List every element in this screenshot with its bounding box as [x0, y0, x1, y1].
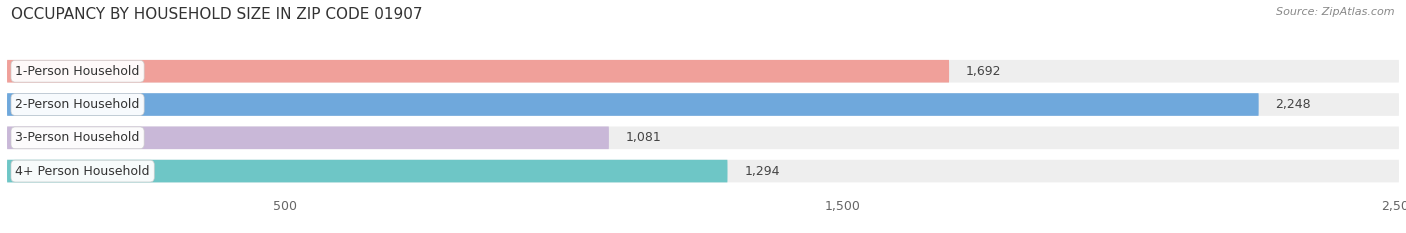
- FancyBboxPatch shape: [7, 160, 727, 182]
- FancyBboxPatch shape: [7, 60, 949, 82]
- FancyBboxPatch shape: [7, 160, 1399, 182]
- FancyBboxPatch shape: [7, 127, 1399, 149]
- Text: 4+ Person Household: 4+ Person Household: [15, 164, 150, 178]
- FancyBboxPatch shape: [7, 93, 1399, 116]
- Text: 2,248: 2,248: [1275, 98, 1310, 111]
- Text: 2-Person Household: 2-Person Household: [15, 98, 139, 111]
- Text: 1,081: 1,081: [626, 131, 661, 144]
- FancyBboxPatch shape: [7, 60, 1399, 82]
- Text: OCCUPANCY BY HOUSEHOLD SIZE IN ZIP CODE 01907: OCCUPANCY BY HOUSEHOLD SIZE IN ZIP CODE …: [11, 7, 423, 22]
- Text: 1,294: 1,294: [744, 164, 780, 178]
- FancyBboxPatch shape: [7, 127, 609, 149]
- Text: 3-Person Household: 3-Person Household: [15, 131, 139, 144]
- FancyBboxPatch shape: [7, 93, 1258, 116]
- Text: Source: ZipAtlas.com: Source: ZipAtlas.com: [1277, 7, 1395, 17]
- Text: 1-Person Household: 1-Person Household: [15, 65, 139, 78]
- Text: 1,692: 1,692: [966, 65, 1001, 78]
